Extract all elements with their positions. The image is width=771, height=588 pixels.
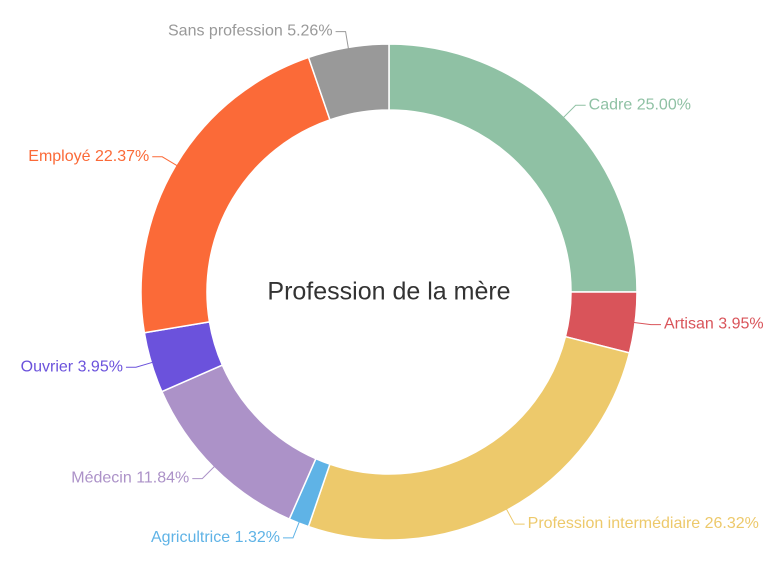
slice-label-name: Artisan xyxy=(664,316,714,333)
slice-label: Sans profession 5.26% xyxy=(168,23,333,40)
slice-label-name: Sans profession xyxy=(168,23,283,40)
slice xyxy=(307,335,631,541)
slice-label-value: 11.84% xyxy=(136,470,189,487)
slice-label: Ouvrier 3.95% xyxy=(21,358,123,375)
slice-label-value: 22.37% xyxy=(95,148,149,165)
slice-label-value: 5.26% xyxy=(287,23,332,40)
slice-label-name: Agricultrice xyxy=(151,529,230,546)
slice-label: Profession intermédiaire 26.32% xyxy=(528,515,759,532)
slice xyxy=(388,43,638,293)
chart-title: Profession de la mère xyxy=(267,278,510,306)
slice-label-name: Ouvrier xyxy=(21,358,74,375)
slice-label-value: 25.00% xyxy=(637,97,691,114)
slice-label: Médecin 11.84% xyxy=(71,470,189,487)
slice-label: Agricultrice 1.32% xyxy=(151,529,280,546)
slice-label-name: Médecin xyxy=(71,470,131,487)
slice-label-name: Cadre xyxy=(589,97,633,114)
leader-line xyxy=(504,506,525,525)
slice xyxy=(160,364,317,521)
slice xyxy=(307,43,390,121)
slice-label-value: 3.95% xyxy=(718,316,763,333)
leader-line xyxy=(282,519,301,539)
slice-label: Cadre 25.00% xyxy=(589,97,691,114)
leader-line xyxy=(192,464,217,480)
slice-label: Artisan 3.95% xyxy=(664,316,764,333)
leader-line xyxy=(125,361,156,368)
slice-label-value: 1.32% xyxy=(235,529,280,546)
slice-label-name: Employé xyxy=(28,148,90,165)
slice-label-value: 26.32% xyxy=(705,515,759,532)
slice-label-name: Profession intermédiaire xyxy=(528,515,701,532)
leader-line xyxy=(152,156,180,168)
leader-line xyxy=(335,31,350,52)
slice-label: Employé 22.37% xyxy=(28,148,149,165)
leader-line xyxy=(631,321,661,326)
leader-line xyxy=(561,104,586,120)
slice-label-value: 3.95% xyxy=(78,358,123,375)
